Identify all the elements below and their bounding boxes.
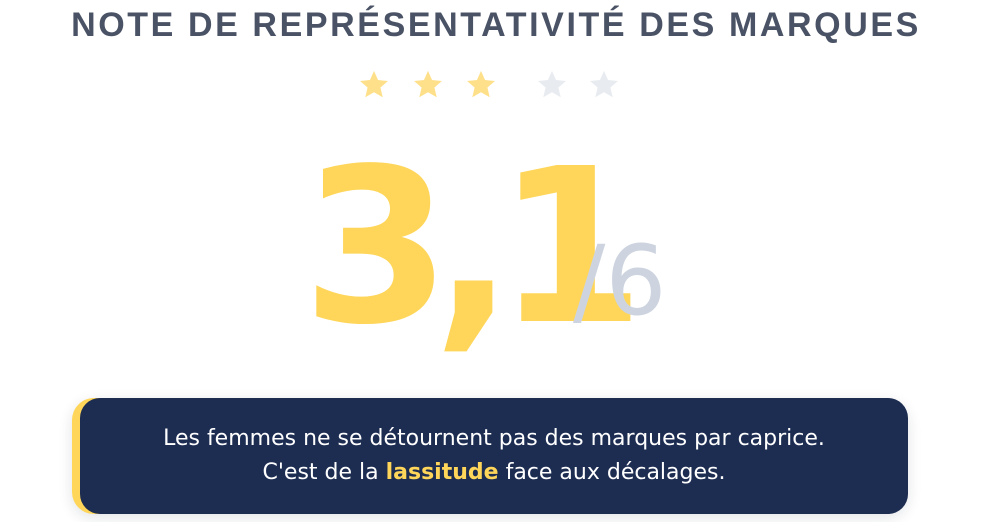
insight-callout: Les femmes ne se détournent pas des marq… [72, 398, 908, 514]
star-icon [534, 67, 570, 103]
star-icon [586, 67, 622, 103]
score-display: 3,1 /6 [0, 128, 992, 368]
callout-body: Les femmes ne se détournent pas des marq… [80, 398, 908, 514]
callout-line-1: Les femmes ne se détournent pas des marq… [163, 426, 825, 451]
page-title: NOTE DE REPRÉSENTATIVITÉ DES MARQUES [71, 6, 921, 44]
star-icon [410, 67, 446, 103]
callout-line-2-end: face aux décalages. [498, 460, 726, 485]
callout-line-2-start: C'est de la [262, 460, 386, 485]
callout-highlight: lassitude [385, 460, 499, 485]
star-icon [463, 67, 499, 103]
callout-line-2: C'est de la lassitude face aux décalages… [263, 458, 726, 488]
score-value: 3,1 [302, 123, 645, 372]
score-max: /6 [573, 225, 667, 337]
star-rating [356, 67, 626, 107]
star-icon [356, 67, 392, 103]
